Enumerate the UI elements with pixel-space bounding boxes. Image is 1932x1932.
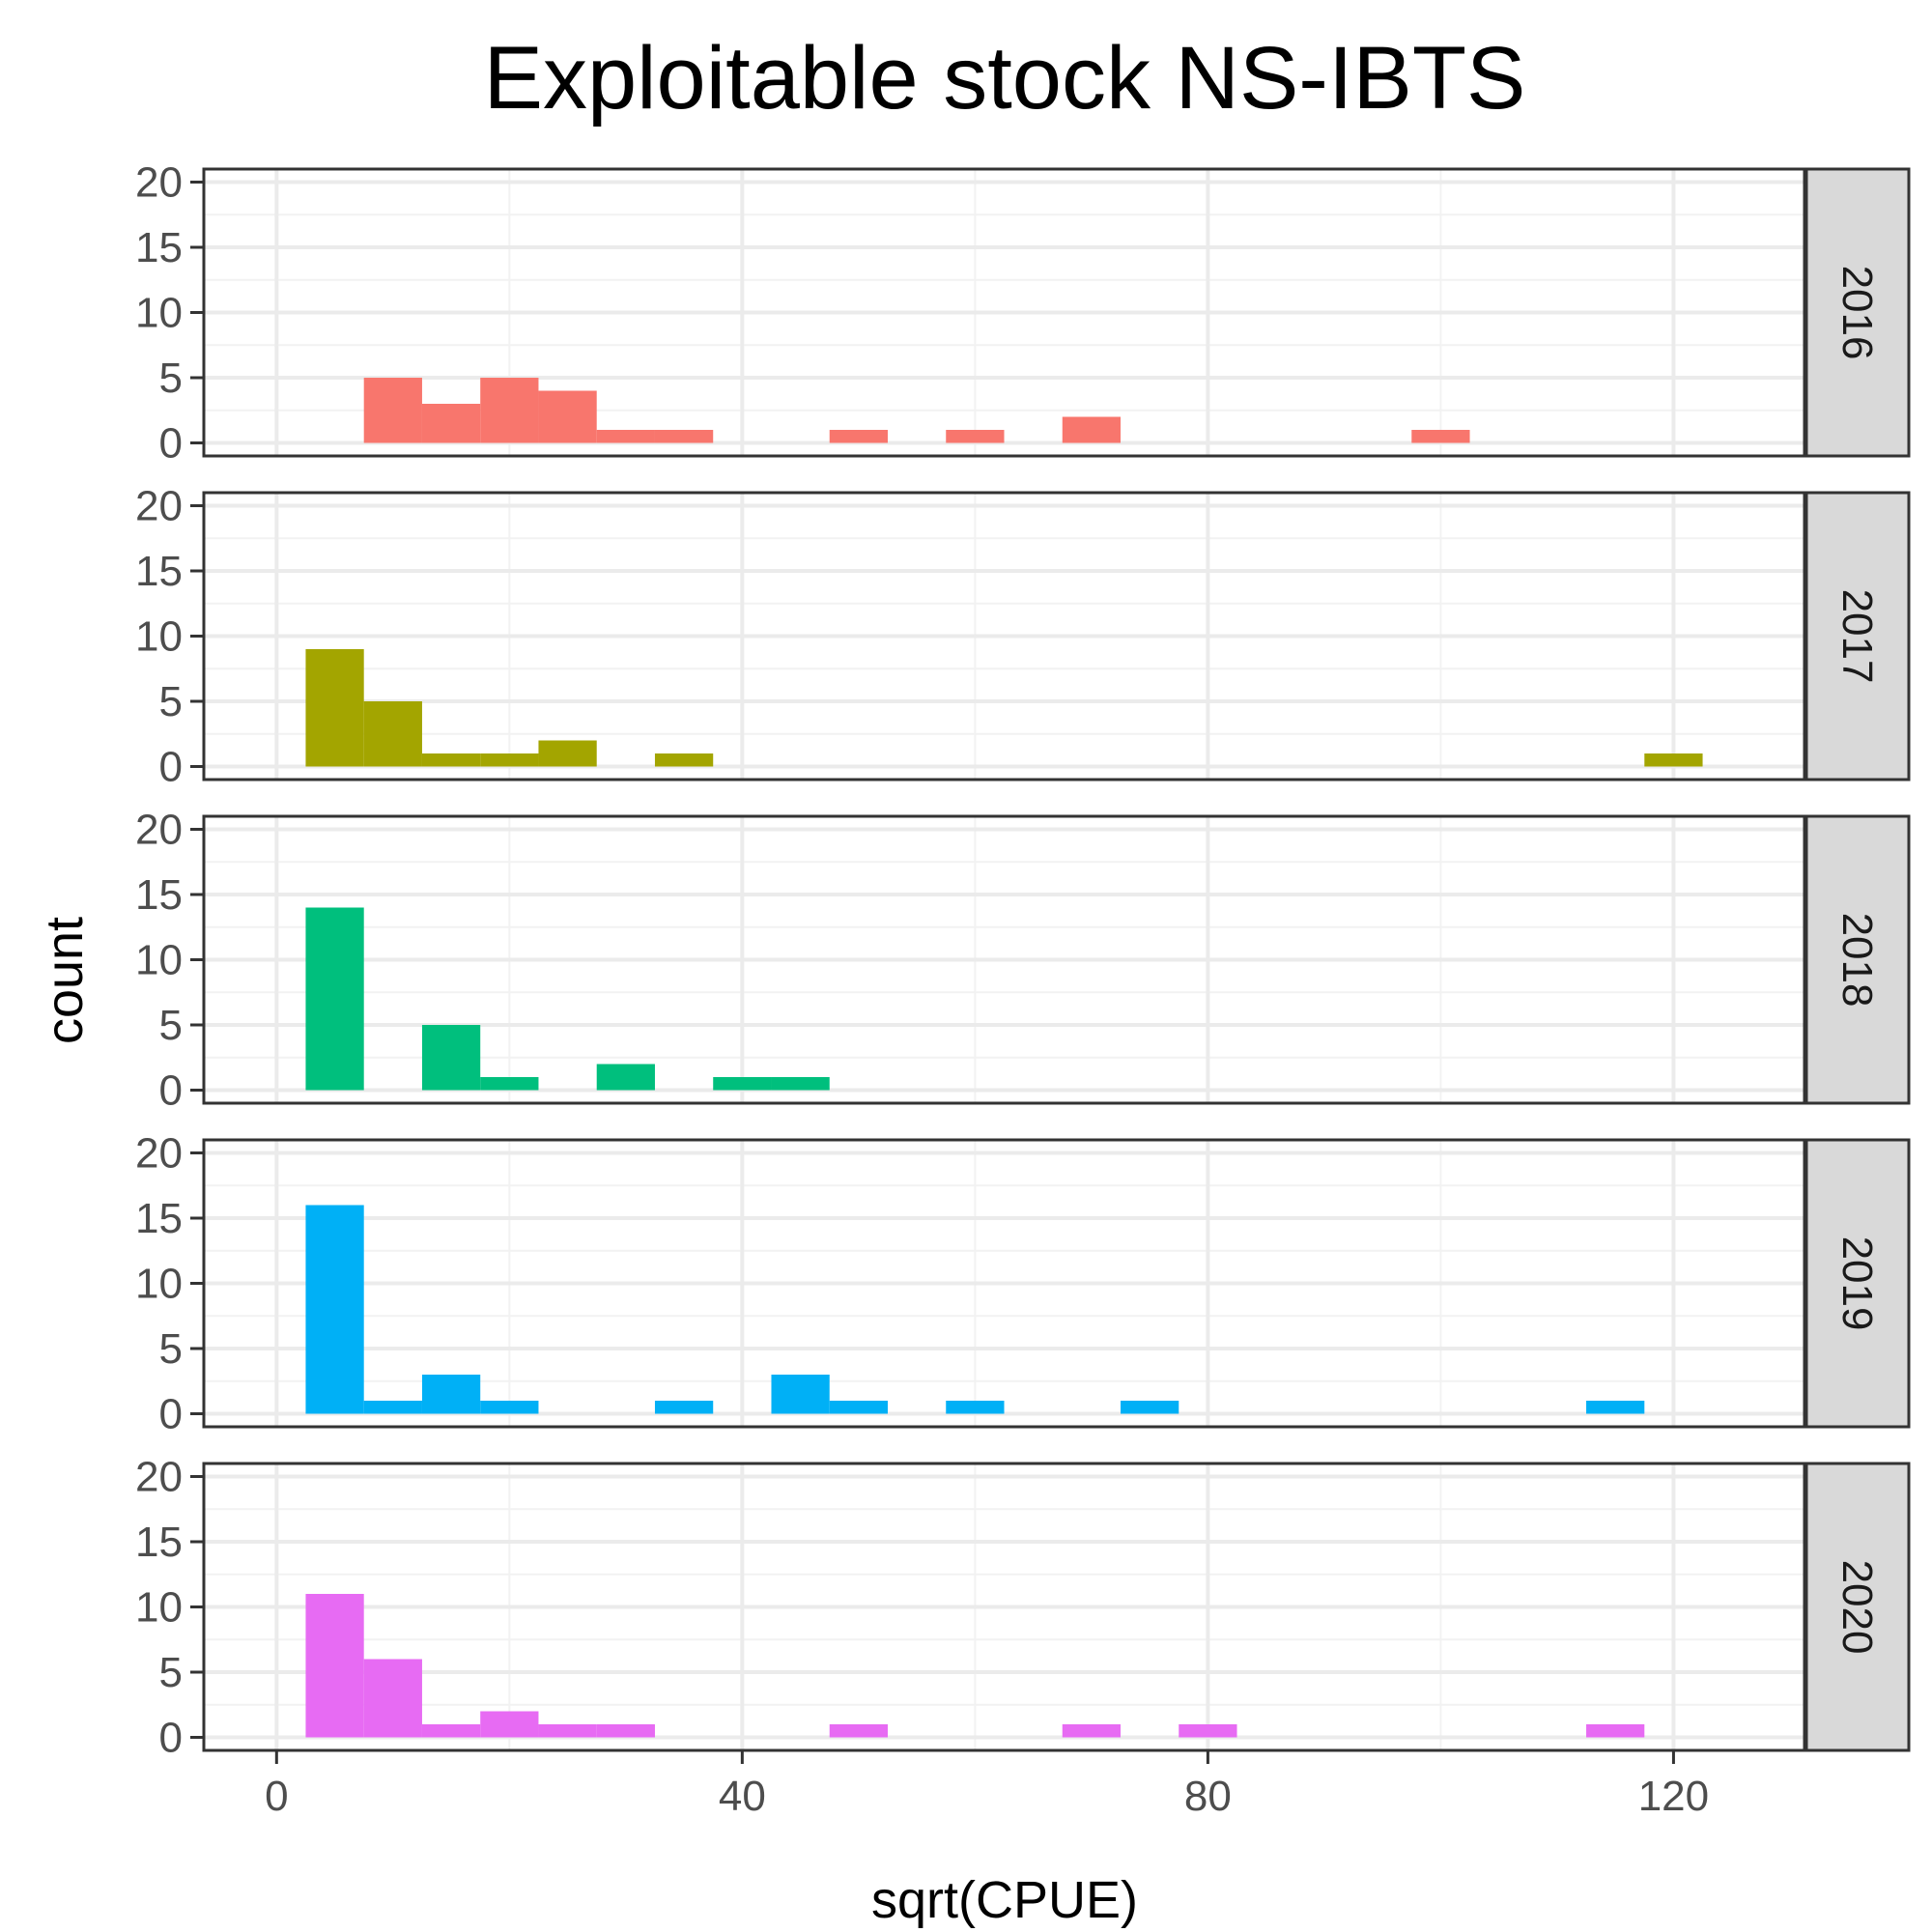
histogram-bar: [1586, 1724, 1645, 1738]
histogram-bar: [363, 1659, 422, 1738]
facet-strip-label: 2016: [1833, 266, 1881, 360]
histogram-bar: [771, 1077, 830, 1091]
histogram-bar: [305, 1205, 364, 1414]
histogram-bar: [363, 378, 422, 443]
y-tick-label: 0: [159, 744, 183, 791]
facet-panel-2018: 0 5 10 15 20 2018: [135, 807, 1911, 1115]
y-tick-label: 10: [135, 290, 183, 337]
facet-strip-label: 2020: [1833, 1560, 1881, 1655]
y-tick-label: 5: [159, 1649, 183, 1696]
facet-strip-label: 2018: [1833, 913, 1881, 1008]
facet-strip: [1804, 1138, 1911, 1429]
histogram-bar: [363, 701, 422, 767]
histogram-bar: [946, 1401, 1005, 1414]
histogram-bar: [305, 907, 364, 1091]
histogram-bar: [654, 1401, 714, 1414]
histogram-bar: [596, 1724, 655, 1738]
facet-panel-2017: 0 5 10 15 20 2017: [135, 483, 1911, 791]
y-tick-label: 0: [159, 1391, 183, 1438]
facet-strip: [1804, 1462, 1911, 1752]
y-tick-label: 0: [159, 1067, 183, 1115]
y-tick-label: 15: [135, 224, 183, 271]
y-tick-label: 10: [135, 1584, 183, 1632]
facet-strip: [1804, 167, 1911, 458]
x-tick-label: 0: [265, 1773, 288, 1820]
facet-panels: 0 5 10 15 20 2016 0 5 10 15 20 2017 0 5 10 15 20 2018 0 5 10…: [135, 159, 1911, 1762]
y-tick-label: 15: [135, 871, 183, 919]
histogram-bar: [421, 1724, 481, 1738]
histogram-bar: [305, 649, 364, 767]
y-tick-label: 15: [135, 548, 183, 595]
x-tick-label: 120: [1638, 1773, 1709, 1820]
facet-strip-label: 2017: [1833, 589, 1881, 684]
histogram-bar: [363, 1401, 422, 1414]
histogram-bar: [421, 1025, 481, 1091]
y-tick-label: 20: [135, 1454, 183, 1501]
histogram-bar: [538, 740, 597, 767]
y-tick-label: 15: [135, 1519, 183, 1566]
histogram-bar: [480, 753, 539, 767]
y-tick-label: 10: [135, 613, 183, 661]
y-tick-label: 20: [135, 159, 183, 207]
histogram-bar: [421, 404, 481, 443]
y-tick-label: 5: [159, 355, 183, 402]
histogram-bar: [421, 1375, 481, 1414]
histogram-bar: [654, 753, 714, 767]
histogram-bar: [654, 430, 714, 443]
y-tick-label: 15: [135, 1195, 183, 1242]
y-tick-label: 5: [159, 1325, 183, 1373]
histogram-bar: [480, 1077, 539, 1091]
facet-panel-2019: 0 5 10 15 20 2019: [135, 1130, 1911, 1438]
histogram-bar: [596, 430, 655, 443]
histogram-bar: [480, 1401, 539, 1414]
x-axis-label: sqrt(CPUE): [871, 1871, 1138, 1929]
x-tick-label: 80: [1184, 1773, 1232, 1820]
histogram-bar: [713, 1077, 772, 1091]
facet-strip-label: 2019: [1833, 1236, 1881, 1331]
histogram-bar: [829, 430, 888, 443]
histogram-bar: [538, 390, 597, 443]
histogram-bar: [1586, 1401, 1645, 1414]
histogram-bar: [480, 378, 539, 443]
x-axis: 0 40 80 120: [265, 1750, 1709, 1820]
y-tick-label: 20: [135, 1130, 183, 1178]
facet-panel-2016: 0 5 10 15 20 2016: [135, 159, 1911, 468]
facet-strip: [1804, 491, 1911, 781]
histogram-bar: [1062, 1724, 1122, 1738]
histogram-bar: [305, 1594, 364, 1738]
histogram-bar: [829, 1724, 888, 1738]
y-tick-label: 10: [135, 1261, 183, 1308]
y-tick-label: 20: [135, 483, 183, 530]
y-tick-label: 5: [159, 678, 183, 725]
chart-title: Exploitable stock NS-IBTS: [484, 29, 1526, 128]
y-tick-label: 0: [159, 420, 183, 468]
y-tick-label: 5: [159, 1002, 183, 1049]
histogram-bar: [596, 1064, 655, 1091]
histogram-bar: [1411, 430, 1470, 443]
y-axis-label: count: [36, 917, 94, 1044]
histogram-bar: [538, 1724, 597, 1738]
histogram-bar: [771, 1375, 830, 1414]
histogram-bar: [1179, 1724, 1237, 1738]
histogram-bar: [946, 430, 1005, 443]
y-tick-label: 10: [135, 937, 183, 984]
histogram-bar: [829, 1401, 888, 1414]
y-tick-label: 0: [159, 1715, 183, 1762]
histogram-bar: [1121, 1401, 1179, 1414]
histogram-bar: [480, 1711, 539, 1738]
histogram-bar: [421, 753, 481, 767]
histogram-bar: [1644, 753, 1703, 767]
y-tick-label: 20: [135, 807, 183, 854]
histogram-bar: [1062, 416, 1122, 443]
facet-strip: [1804, 814, 1911, 1105]
x-tick-label: 40: [719, 1773, 766, 1820]
